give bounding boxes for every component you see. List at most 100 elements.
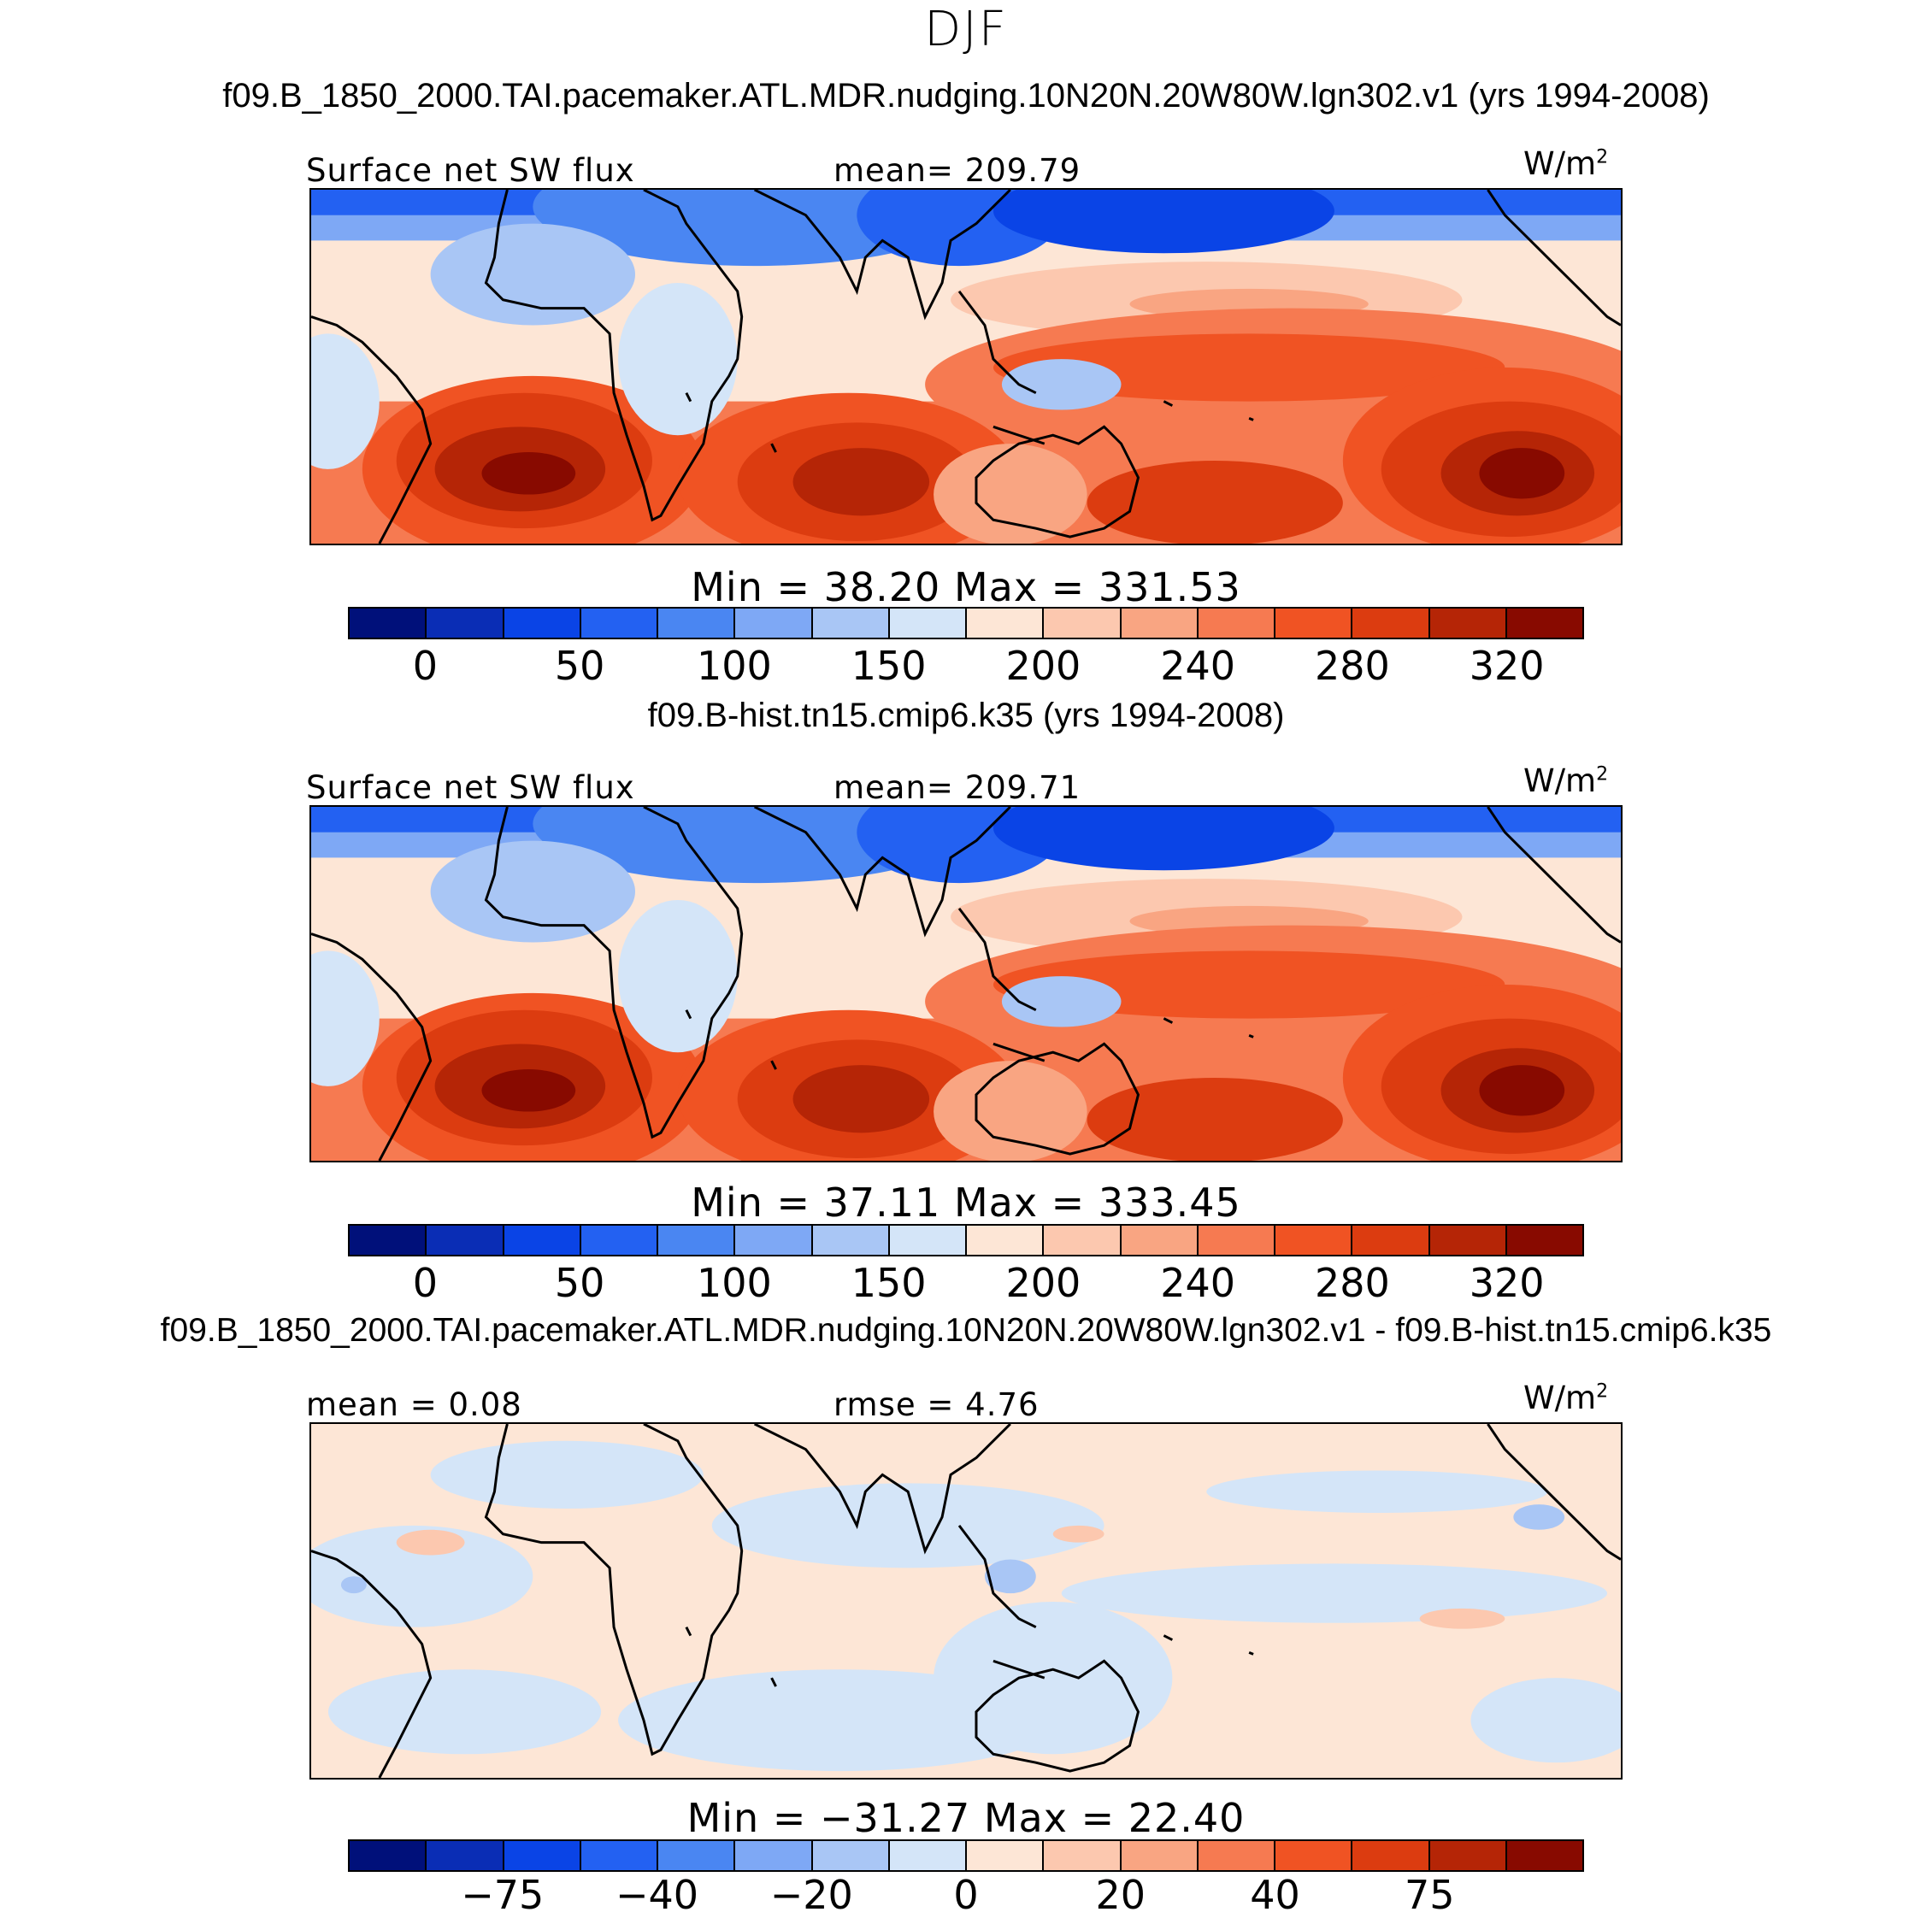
- panel-3-contour-fill: [311, 1424, 1621, 1778]
- panel-2-colorbar-swatch: [1429, 1226, 1507, 1255]
- panel-1-colorbar-swatch: [580, 609, 658, 638]
- panel-3-mean-label: mean = 0.08: [306, 1386, 522, 1423]
- panel-1-colorbar-tick-label: 320: [1469, 643, 1545, 689]
- panel-1-colorbar-swatch: [1044, 609, 1122, 638]
- panel-2-colorbar-swatch: [1044, 1226, 1122, 1255]
- panel-3-colorbar-swatch: [504, 1841, 581, 1870]
- season-title: DJF: [924, 2, 1008, 57]
- panel-3-colorbar-tick-label: −20: [769, 1872, 853, 1918]
- panel-3-colorbar-tick-label: 20: [1095, 1872, 1146, 1918]
- panel-1-map: [309, 188, 1623, 545]
- panel-3-colorbar-tick-label: −75: [461, 1872, 545, 1918]
- panel-2-colorbar-tick-label: 320: [1469, 1260, 1545, 1306]
- panel-2-colorbar-swatch: [1506, 1226, 1582, 1255]
- panel-2-colorbar-tick-label: 150: [851, 1260, 927, 1306]
- panel-3-colorbar-tick-label: −40: [615, 1872, 699, 1918]
- panel-1-colorbar-swatch: [735, 609, 813, 638]
- panel-1-colorbar: [348, 607, 1584, 639]
- panel-2-mean-label: mean= 209.71: [833, 769, 1081, 806]
- panel-2-colorbar-swatch: [580, 1226, 658, 1255]
- panel-2-colorbar-tick-label: 280: [1314, 1260, 1390, 1306]
- panel-1-case-title: f09.B_1850_2000.TAI.pacemaker.ATL.MDR.nu…: [222, 77, 1710, 115]
- panel-2-colorbar-swatch: [735, 1226, 813, 1255]
- panel-2-colorbar-tick-label: 0: [412, 1260, 439, 1306]
- panel-2-colorbar-swatch: [1275, 1226, 1353, 1255]
- panel-1-colorbar-swatch: [1198, 609, 1275, 638]
- panel-2-colorbar: [348, 1224, 1584, 1256]
- panel-3-colorbar-ticks: −75 −40 −20 0 20 40 75: [0, 1872, 1932, 1918]
- panel-3-case-title: f09.B_1850_2000.TAI.pacemaker.ATL.MDR.nu…: [160, 1312, 1772, 1349]
- panel-1-mean-label: mean= 209.79: [833, 152, 1081, 189]
- panel-2-minmax: Min = 37.11 Max = 333.45: [691, 1180, 1241, 1226]
- panel-3-colorbar-swatch: [1044, 1841, 1122, 1870]
- panel-2-variable-label: Surface net SW flux: [306, 769, 635, 806]
- panel-2-colorbar-tick-label: 200: [1005, 1260, 1081, 1306]
- panel-1-colorbar-swatch: [658, 609, 736, 638]
- panel-1-colorbar-tick-label: 150: [851, 643, 927, 689]
- panel-2-units: W/m2: [1523, 762, 1609, 799]
- panel-3-colorbar-swatch: [658, 1841, 736, 1870]
- panel-1-colorbar-swatch: [427, 609, 504, 638]
- panel-1-units: W/m2: [1523, 145, 1609, 182]
- panel-3-colorbar-swatch: [350, 1841, 427, 1870]
- panel-2-colorbar-swatch: [967, 1226, 1045, 1255]
- panel-1-colorbar-swatch: [350, 609, 427, 638]
- panel-1-colorbar-tick-label: 240: [1160, 643, 1236, 689]
- panel-3-colorbar-tick-label: 75: [1404, 1872, 1455, 1918]
- panel-3-colorbar-swatch: [1506, 1841, 1582, 1870]
- panel-1-minmax: Min = 38.20 Max = 331.53: [691, 564, 1241, 610]
- panel-2-colorbar-tick-label: 50: [554, 1260, 605, 1306]
- panel-2-colorbar-swatch: [1121, 1226, 1199, 1255]
- panel-3-colorbar: [348, 1839, 1584, 1872]
- panel-1-contour-fill: [311, 190, 1621, 544]
- panel-1-colorbar-swatch: [1121, 609, 1199, 638]
- panel-3-colorbar-swatch: [1352, 1841, 1430, 1870]
- panel-2-colorbar-swatch: [350, 1226, 427, 1255]
- panel-2-colorbar-ticks: 0 50 100 150 200 240 280 320: [0, 1260, 1932, 1311]
- panel-1-colorbar-tick-label: 50: [554, 643, 605, 689]
- panel-3-colorbar-tick-label: 0: [953, 1872, 979, 1918]
- panel-2-colorbar-swatch: [1198, 1226, 1275, 1255]
- panel-3-colorbar-swatch: [580, 1841, 658, 1870]
- panel-2-colorbar-swatch: [658, 1226, 736, 1255]
- panel-3-colorbar-swatch: [1275, 1841, 1353, 1870]
- panel-1-colorbar-ticks: 0 50 100 150 200 240 280 320: [0, 643, 1932, 694]
- panel-3-coastlines: [311, 1424, 1621, 1778]
- panel-2-colorbar-swatch: [504, 1226, 581, 1255]
- panel-3-colorbar-swatch: [1121, 1841, 1199, 1870]
- panel-1-colorbar-swatch: [1275, 609, 1353, 638]
- panel-1-colorbar-tick-label: 0: [412, 643, 439, 689]
- panel-2-colorbar-swatch: [889, 1226, 967, 1255]
- panel-3-colorbar-swatch: [427, 1841, 504, 1870]
- panel-3-colorbar-swatch: [1198, 1841, 1275, 1870]
- panel-3-units: W/m2: [1523, 1380, 1609, 1416]
- panel-3-map: [309, 1422, 1623, 1780]
- panel-3-colorbar-tick-label: 40: [1250, 1872, 1300, 1918]
- panel-1-variable-label: Surface net SW flux: [306, 152, 635, 189]
- panel-2-map: [309, 805, 1623, 1162]
- panel-3-minmax: Min = −31.27 Max = 22.40: [686, 1795, 1246, 1841]
- panel-2-coastlines: [311, 807, 1621, 1161]
- panel-3-colorbar-swatch: [1429, 1841, 1507, 1870]
- panel-1-colorbar-swatch: [889, 609, 967, 638]
- panel-1-colorbar-tick-label: 280: [1314, 643, 1390, 689]
- panel-1-colorbar-swatch: [1506, 609, 1582, 638]
- panel-2-colorbar-swatch: [1352, 1226, 1430, 1255]
- panel-2-colorbar-tick-label: 100: [696, 1260, 772, 1306]
- panel-1-colorbar-swatch: [812, 609, 890, 638]
- panel-2-colorbar-tick-label: 240: [1160, 1260, 1236, 1306]
- panel-1-colorbar-swatch: [967, 609, 1045, 638]
- panel-1-colorbar-tick-label: 100: [696, 643, 772, 689]
- panel-1-colorbar-swatch: [1352, 609, 1430, 638]
- panel-1-colorbar-tick-label: 200: [1005, 643, 1081, 689]
- panel-1-coastlines: [311, 190, 1621, 544]
- panel-2-colorbar-swatch: [812, 1226, 890, 1255]
- panel-2-colorbar-swatch: [427, 1226, 504, 1255]
- panel-1-colorbar-swatch: [504, 609, 581, 638]
- panel-1-colorbar-swatch: [1429, 609, 1507, 638]
- panel-3-colorbar-swatch: [735, 1841, 813, 1870]
- panel-2-case-title: f09.B-hist.tn15.cmip6.k35 (yrs 1994-2008…: [647, 697, 1285, 734]
- panel-2-contour-fill: [311, 807, 1621, 1161]
- panel-3-colorbar-swatch: [889, 1841, 967, 1870]
- panel-3-colorbar-swatch: [812, 1841, 890, 1870]
